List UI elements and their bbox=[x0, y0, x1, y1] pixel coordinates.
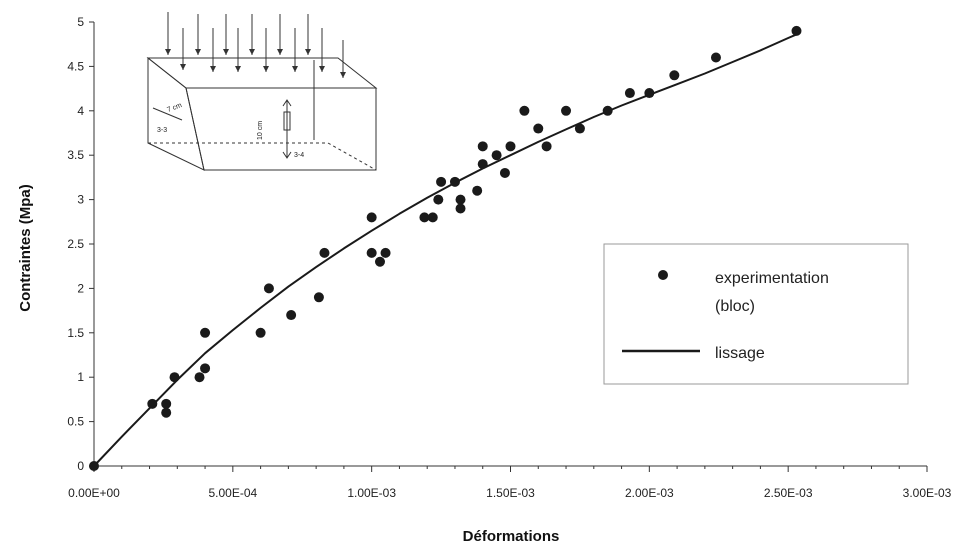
data-point-experimentation bbox=[505, 141, 516, 152]
load-arrow-head bbox=[210, 66, 216, 72]
data-point-experimentation bbox=[491, 150, 502, 161]
load-arrow-head bbox=[319, 66, 325, 72]
data-point-experimentation bbox=[669, 70, 680, 81]
data-point-experimentation bbox=[161, 407, 172, 418]
load-arrow-head bbox=[292, 66, 298, 72]
load-arrow-head bbox=[340, 72, 346, 78]
data-point-experimentation bbox=[374, 256, 385, 267]
y-tick-label: 0.5 bbox=[67, 415, 84, 429]
data-point-experimentation bbox=[455, 203, 466, 214]
data-point-experimentation bbox=[419, 212, 430, 223]
x-tick-label: 1.50E-03 bbox=[486, 486, 535, 500]
legend-box bbox=[603, 243, 909, 385]
load-arrow-head bbox=[235, 66, 241, 72]
inset-diagram: 7 cm 3-3 10 cm 3-4 bbox=[146, 12, 378, 171]
load-arrow-head bbox=[263, 66, 269, 72]
inset-label-gauge-b: 3-4 bbox=[294, 152, 304, 159]
data-point-experimentation bbox=[449, 176, 460, 187]
x-tick-label: 2.00E-03 bbox=[625, 486, 674, 500]
data-point-experimentation bbox=[319, 247, 330, 258]
data-point-experimentation bbox=[574, 123, 585, 134]
data-point-experimentation bbox=[427, 212, 438, 223]
x-axis-title: Déformations bbox=[463, 528, 560, 545]
y-axis-title: Contraintes (Mpa) bbox=[17, 184, 34, 312]
x-tick-label: 3.00E-03 bbox=[903, 486, 952, 500]
load-arrow-head bbox=[165, 49, 171, 55]
data-point-experimentation bbox=[255, 327, 266, 338]
data-point-experimentation bbox=[519, 105, 530, 116]
y-tick-label: 2 bbox=[77, 281, 84, 295]
chart-points-layer bbox=[89, 25, 802, 471]
data-point-experimentation bbox=[472, 185, 483, 196]
y-tick-label: 1.5 bbox=[67, 326, 84, 340]
y-tick-label: 4 bbox=[77, 104, 84, 118]
data-point-experimentation bbox=[366, 212, 377, 223]
data-point-experimentation bbox=[477, 141, 488, 152]
y-tick-label: 5 bbox=[77, 15, 84, 29]
data-point-experimentation bbox=[89, 461, 99, 471]
x-tick-label: 1.00E-03 bbox=[347, 486, 396, 500]
load-arrow-head bbox=[249, 49, 255, 55]
load-arrow-head bbox=[195, 49, 201, 55]
data-point-experimentation bbox=[533, 123, 544, 134]
data-point-experimentation bbox=[624, 88, 635, 99]
inset-label-gauge-a: 3-3 bbox=[157, 127, 167, 134]
data-point-experimentation bbox=[366, 247, 377, 258]
chart-ticks: 0 0.5 1 1.5 2 2.5 3 3.5 4 4.5 5 0.00E+00 5.00E-04 1.0… bbox=[67, 15, 951, 500]
inset-label-width: 7 cm bbox=[166, 102, 183, 114]
data-point-experimentation bbox=[455, 194, 466, 205]
y-tick-label: 1 bbox=[77, 370, 84, 384]
data-point-experimentation bbox=[436, 176, 447, 187]
legend-label-lissage: lissage bbox=[715, 345, 765, 362]
data-point-experimentation bbox=[263, 283, 274, 294]
load-arrow-head bbox=[180, 64, 186, 70]
load-arrow-head bbox=[223, 49, 229, 55]
data-point-experimentation bbox=[433, 194, 444, 205]
data-point-experimentation bbox=[169, 372, 180, 383]
legend-label-experimentation-line1: experimentation bbox=[715, 270, 829, 287]
load-arrow-head bbox=[305, 49, 311, 55]
data-point-experimentation bbox=[541, 141, 552, 152]
y-tick-label: 4.5 bbox=[67, 59, 84, 73]
data-point-experimentation bbox=[561, 105, 572, 116]
data-point-experimentation bbox=[200, 363, 211, 374]
data-point-experimentation bbox=[602, 105, 613, 116]
legend-label-experimentation-line2: (bloc) bbox=[715, 298, 755, 315]
x-tick-label: 0.00E+00 bbox=[68, 486, 120, 500]
load-arrow-head bbox=[277, 49, 283, 55]
x-tick-label: 2.50E-03 bbox=[764, 486, 813, 500]
data-point-experimentation bbox=[147, 398, 158, 409]
data-point-experimentation bbox=[313, 292, 324, 303]
x-tick-label: 5.00E-04 bbox=[208, 486, 257, 500]
data-point-experimentation bbox=[710, 52, 721, 63]
inset-block bbox=[146, 56, 378, 171]
legend-marker-experimentation bbox=[658, 270, 668, 280]
inset-label-height: 10 cm bbox=[257, 121, 264, 140]
legend: experimentation (bloc) lissage bbox=[603, 243, 909, 385]
data-point-experimentation bbox=[161, 398, 172, 409]
inset-load-arrows bbox=[165, 12, 346, 78]
data-point-experimentation bbox=[380, 247, 391, 258]
data-point-experimentation bbox=[200, 327, 211, 338]
inset-gauge bbox=[152, 99, 292, 159]
data-point-experimentation bbox=[477, 159, 488, 170]
y-tick-label: 3.5 bbox=[67, 148, 84, 162]
data-point-experimentation bbox=[644, 88, 655, 99]
y-tick-label: 0 bbox=[77, 459, 84, 473]
data-point-experimentation bbox=[286, 310, 297, 321]
data-point-experimentation bbox=[194, 372, 205, 383]
y-tick-label: 2.5 bbox=[67, 237, 84, 251]
y-tick-label: 3 bbox=[77, 193, 84, 207]
data-point-experimentation bbox=[499, 167, 510, 178]
data-point-experimentation bbox=[791, 25, 802, 36]
